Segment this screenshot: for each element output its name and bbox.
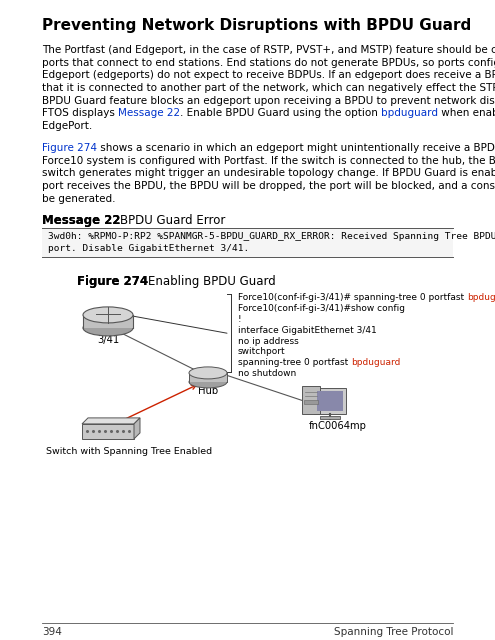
Text: Preventing Network Disruptions with BPDU Guard: Preventing Network Disruptions with BPDU… bbox=[42, 18, 471, 33]
Text: BPDU Guard Error: BPDU Guard Error bbox=[120, 214, 226, 227]
Text: The Portfast (and Edgeport, in the case of RSTP, PVST+, and MSTP) feature should: The Portfast (and Edgeport, in the case … bbox=[42, 45, 495, 55]
Text: 3wd0h: %RPMO-P:RP2 %SPANMGR-5-BPDU_GUARD_RX_ERROR: Received Spanning Tree BPDU o: 3wd0h: %RPMO-P:RP2 %SPANMGR-5-BPDU_GUARD… bbox=[48, 232, 495, 241]
Polygon shape bbox=[189, 373, 227, 382]
Text: switchport: switchport bbox=[238, 348, 286, 356]
Text: port receives the BPDU, the BPDU will be dropped, the port will be blocked, and : port receives the BPDU, the BPDU will be… bbox=[42, 181, 495, 191]
Text: EdgePort.: EdgePort. bbox=[42, 121, 92, 131]
Text: shows a scenario in which an edgeport might unintentionally receive a BPDU. The : shows a scenario in which an edgeport mi… bbox=[97, 143, 495, 153]
Text: no ip address: no ip address bbox=[238, 337, 299, 346]
Text: Spanning Tree Protocol: Spanning Tree Protocol bbox=[334, 627, 453, 637]
Text: Message 22: Message 22 bbox=[118, 109, 180, 118]
Text: fnC0064mp: fnC0064mp bbox=[309, 421, 367, 431]
Ellipse shape bbox=[83, 320, 133, 336]
Text: Figure 274: Figure 274 bbox=[77, 275, 148, 289]
Bar bbox=[317, 392, 343, 412]
Text: Message 22: Message 22 bbox=[42, 214, 120, 227]
Text: that it is connected to another part of the network, which can negatively effect: that it is connected to another part of … bbox=[42, 83, 495, 93]
Polygon shape bbox=[134, 418, 140, 439]
Polygon shape bbox=[82, 418, 140, 424]
Text: Force10(conf-if-gi-3/41)# spanning-tree 0 portfast: Force10(conf-if-gi-3/41)# spanning-tree … bbox=[238, 293, 467, 302]
Text: Enabling BPDU Guard: Enabling BPDU Guard bbox=[148, 275, 276, 289]
Text: Figure 274: Figure 274 bbox=[77, 275, 148, 289]
Text: Force10(conf-if-gi-3/41)#show config: Force10(conf-if-gi-3/41)#show config bbox=[238, 304, 405, 313]
Text: !: ! bbox=[238, 315, 242, 324]
Text: spanning-tree 0 portfast: spanning-tree 0 portfast bbox=[238, 358, 351, 367]
Text: Message 22: Message 22 bbox=[42, 214, 120, 227]
Text: Hub: Hub bbox=[198, 387, 218, 396]
Polygon shape bbox=[83, 315, 133, 328]
Bar bbox=[314, 388, 346, 414]
Text: Figure 274: Figure 274 bbox=[42, 143, 97, 153]
Bar bbox=[302, 387, 320, 414]
Text: when enabling PortFast or: when enabling PortFast or bbox=[439, 109, 495, 118]
Bar bbox=[320, 417, 340, 419]
Bar bbox=[304, 401, 318, 404]
Text: Switch with Spanning Tree Enabled: Switch with Spanning Tree Enabled bbox=[46, 447, 212, 456]
Text: switch generates might trigger an undesirable topology change. If BPDU Guard is : switch generates might trigger an undesi… bbox=[42, 168, 495, 179]
Text: interface GigabitEthernet 3/41: interface GigabitEthernet 3/41 bbox=[238, 326, 377, 335]
Text: . Enable BPDU Guard using the option: . Enable BPDU Guard using the option bbox=[180, 109, 381, 118]
Text: FTOS displays: FTOS displays bbox=[42, 109, 118, 118]
Text: port. Disable GigabitEthernet 3/41.: port. Disable GigabitEthernet 3/41. bbox=[48, 244, 249, 253]
Bar bbox=[42, 228, 453, 257]
Text: bpduguard: bpduguard bbox=[351, 358, 400, 367]
Text: 394: 394 bbox=[42, 627, 62, 637]
Text: bpduguard: bpduguard bbox=[381, 109, 439, 118]
Text: 3/41: 3/41 bbox=[97, 335, 119, 346]
Text: Edgeport (edgeports) do not expect to receive BDPUs. If an edgeport does receive: Edgeport (edgeports) do not expect to re… bbox=[42, 70, 495, 81]
Ellipse shape bbox=[83, 307, 133, 323]
Text: no shutdown: no shutdown bbox=[238, 369, 296, 378]
Text: Force10 system is configured with Portfast. If the switch is connected to the hu: Force10 system is configured with Portfa… bbox=[42, 156, 495, 166]
Text: be generated.: be generated. bbox=[42, 194, 115, 204]
Text: bpduguard: bpduguard bbox=[467, 293, 495, 302]
Ellipse shape bbox=[189, 367, 227, 379]
Text: BPDU Guard feature blocks an edgeport upon receiving a BPDU to prevent network d: BPDU Guard feature blocks an edgeport up… bbox=[42, 96, 495, 106]
Polygon shape bbox=[82, 424, 134, 439]
Ellipse shape bbox=[189, 376, 227, 388]
Text: ports that connect to end stations. End stations do not generate BPDUs, so ports: ports that connect to end stations. End … bbox=[42, 58, 495, 68]
